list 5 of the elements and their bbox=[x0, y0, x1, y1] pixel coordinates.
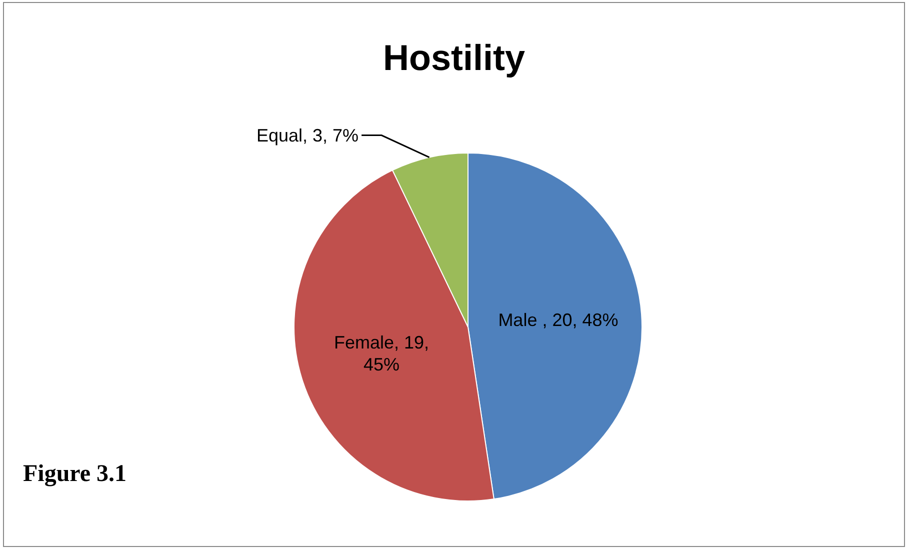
slice-label: Equal, 3, 7% bbox=[256, 125, 359, 146]
caption: Figure 3.1 bbox=[23, 461, 127, 488]
chart-title: Hostility bbox=[382, 37, 526, 79]
slice-label: Female, 19, 45% bbox=[334, 332, 430, 375]
slice-label: Male , 20, 48% bbox=[498, 310, 618, 330]
